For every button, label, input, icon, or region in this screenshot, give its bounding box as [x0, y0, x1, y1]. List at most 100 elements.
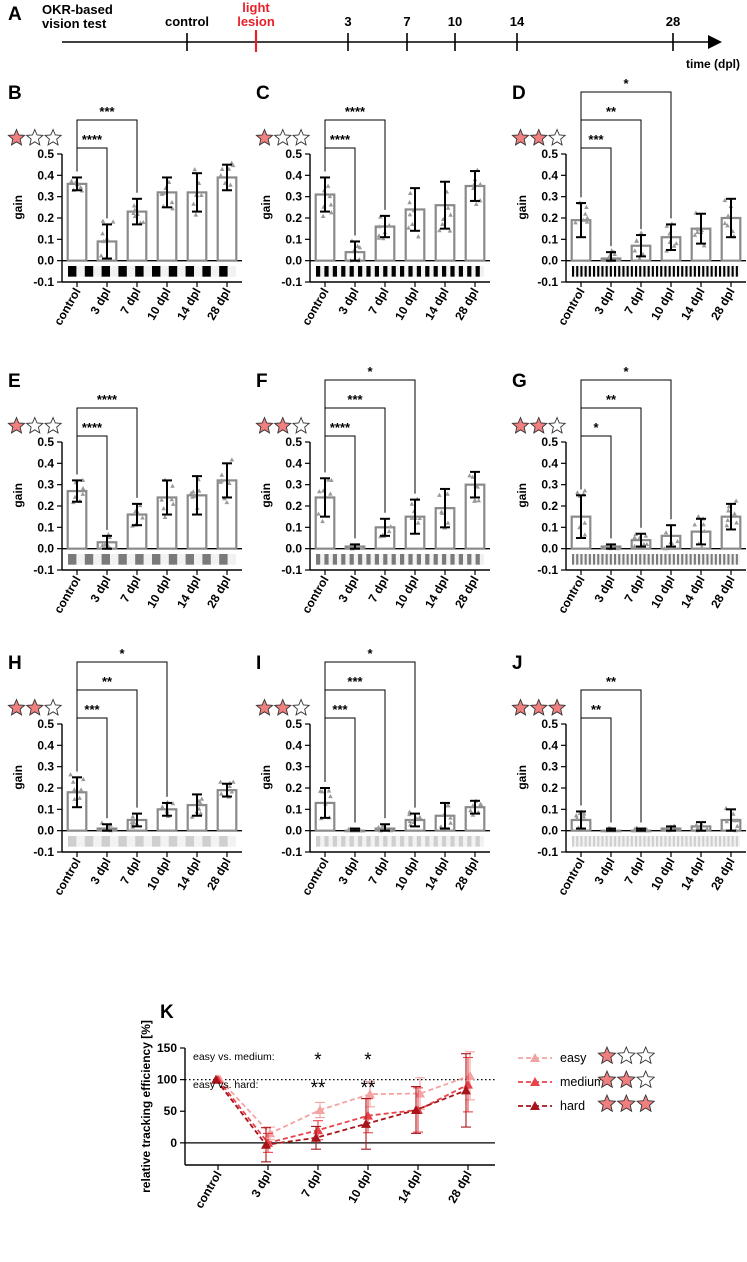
data-point	[72, 796, 77, 802]
data-point	[696, 514, 701, 519]
bar-panel-j: J -0.1 0.0 0.1 0.2 0.3 0.4 0.5 gain control 3 dpl 7…	[511, 653, 746, 898]
y-tick-label: 0.5	[541, 435, 558, 449]
stimulus-stripe	[374, 266, 379, 277]
stimulus-stripe	[391, 554, 396, 565]
stimulus-stripe	[391, 836, 396, 847]
y-tick-label: 0.2	[37, 499, 54, 513]
data-point	[615, 256, 620, 261]
y-tick-label: 0.2	[37, 781, 54, 795]
stimulus-stripe	[475, 836, 480, 847]
x-tick-label: 28 dpl	[204, 856, 233, 893]
stimulus-stripe	[731, 836, 734, 847]
star-filled-icon	[511, 128, 530, 146]
stimulus-stripe	[324, 836, 329, 847]
stimulus-stripe	[316, 836, 321, 847]
significance-bracket	[76, 435, 108, 530]
x-tick-label: 14 dpl	[422, 286, 451, 323]
star-filled-icon	[255, 128, 274, 146]
stimulus-stripe	[651, 836, 654, 847]
stimulus-stripe	[605, 836, 608, 847]
y-tick-label: 0.3	[37, 190, 54, 204]
bar-panel-f: F -0.1 0.0 0.1 0.2 0.3 0.4 0.5 gain control 3 dpl 7…	[255, 364, 490, 616]
data-point	[199, 796, 205, 801]
data-point	[329, 210, 334, 215]
timeline-mark-label: control	[165, 14, 209, 29]
data-point	[137, 502, 143, 508]
y-tick-label: 0.1	[541, 802, 558, 816]
y-tick-label: 0.0	[285, 254, 302, 268]
stimulus-stripe	[710, 554, 713, 565]
stimulus-stripe	[605, 554, 608, 565]
data-point	[581, 814, 587, 819]
stimulus-stripe	[630, 554, 633, 565]
stimulus-stripe	[630, 836, 633, 847]
data-point	[584, 219, 590, 224]
significance-label: ***	[588, 132, 604, 147]
data-point	[198, 810, 204, 816]
data-point	[329, 477, 334, 483]
y-tick-label: -0.1	[33, 563, 54, 577]
data-point	[170, 206, 175, 211]
y-tick-label: 0.5	[37, 147, 54, 161]
significance-label: ***	[84, 702, 100, 717]
stimulus-stripe	[735, 266, 738, 277]
stimulus-stripe	[702, 554, 705, 565]
stimulus-stripe	[702, 836, 705, 847]
x-tick-label: 28 dpl	[204, 286, 233, 323]
stimulus-stripe	[635, 266, 638, 277]
data-marker-easy	[315, 1104, 325, 1114]
x-tick-label: 28 dpl	[708, 286, 737, 323]
significance-label: *	[119, 646, 125, 661]
stimulus-stripe	[727, 266, 730, 277]
stimulus-stripe	[458, 554, 463, 565]
data-point	[407, 212, 413, 217]
data-point	[376, 824, 381, 830]
data-point	[643, 533, 649, 538]
data-point	[634, 238, 639, 243]
data-point	[637, 256, 642, 261]
y-tick-label: 0.1	[37, 520, 54, 534]
stimulus-stripe	[332, 266, 337, 277]
y-tick-label: 0.0	[541, 542, 558, 556]
y-axis-label: relative tracking efficiency [%]	[139, 1020, 153, 1193]
star-filled-icon	[636, 1093, 656, 1113]
stimulus-stripe	[698, 836, 701, 847]
x-tick-label: 7 dpl	[621, 574, 647, 605]
y-tick-label: 100	[157, 1073, 177, 1087]
x-tick-label: 28 dpl	[452, 574, 481, 611]
stimulus-stripe	[580, 554, 583, 565]
data-point	[581, 217, 586, 222]
y-tick-label: -0.1	[281, 845, 302, 859]
data-point	[130, 814, 136, 819]
panel-label: I	[256, 653, 261, 674]
data-point	[675, 538, 680, 544]
x-tick-label: 28 dpl	[708, 574, 737, 611]
significance-label: ****	[330, 132, 351, 147]
stimulus-stripe	[450, 266, 455, 277]
significance-label: *	[367, 364, 373, 379]
star-filled-icon	[597, 1093, 617, 1113]
stimulus-stripe	[706, 836, 709, 847]
significance-bracket	[76, 717, 108, 819]
y-tick-label: 0.1	[285, 232, 302, 246]
stimulus-stripe	[597, 836, 600, 847]
x-tick-label: 3 dpl	[87, 574, 113, 605]
y-tick-label: 0.2	[285, 499, 302, 513]
data-point	[702, 528, 707, 534]
data-point	[226, 480, 232, 485]
panel-label: H	[8, 653, 22, 674]
y-tick-label: -0.1	[537, 845, 558, 859]
x-tick-label: 28 dpl	[452, 856, 481, 893]
data-point	[581, 811, 587, 816]
data-point	[131, 203, 137, 208]
x-tick-label: 3 dpl	[591, 286, 617, 317]
stimulus-stripe	[202, 266, 211, 277]
stimulus-stripe	[450, 836, 455, 847]
stimulus-stripe	[672, 836, 675, 847]
stimulus-stripe	[689, 836, 692, 847]
data-point	[725, 517, 731, 522]
data-point	[159, 191, 164, 196]
data-marker-hard	[411, 1104, 421, 1114]
stimulus-stripe	[135, 554, 144, 565]
stimulus-stripe	[152, 836, 161, 847]
